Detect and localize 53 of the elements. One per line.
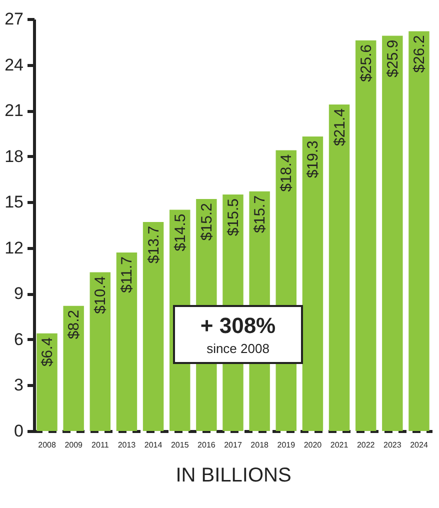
y-tick-label: 9	[14, 284, 24, 304]
data-label: $15.5	[225, 198, 242, 236]
data-label: $21.4	[331, 108, 348, 146]
x-tick-label: 2021	[330, 440, 349, 450]
y-tick-label: 21	[4, 101, 24, 120]
data-label: $10.4	[92, 276, 110, 314]
data-label: $6.4	[39, 337, 56, 367]
data-label: $18.4	[278, 154, 296, 192]
y-tick-label: 24	[4, 55, 24, 74]
x-tick-label: 2016	[198, 440, 216, 450]
x-tick-label: 2008	[38, 440, 56, 450]
y-tick-label: 3	[14, 376, 24, 395]
data-label: $13.7	[145, 226, 162, 264]
bar	[36, 333, 58, 431]
bar	[355, 40, 376, 431]
x-tick-label: 2017	[224, 440, 242, 450]
data-label: $15.2	[198, 203, 216, 241]
x-tick-label: 2020	[304, 440, 322, 450]
bar	[302, 136, 324, 431]
x-tick-label: 2018	[250, 440, 270, 450]
x-tick-label: 2013	[118, 440, 136, 450]
x-tick-label: 2011	[92, 440, 110, 450]
y-tick-label: 15	[4, 192, 24, 212]
data-label: $15.7	[252, 195, 269, 233]
y-tick-label: 0	[14, 422, 24, 440]
y-tick-label: 12	[4, 238, 24, 258]
bar	[90, 272, 111, 431]
data-label: $8.2	[66, 310, 83, 340]
x-tick-label: 2022	[356, 440, 376, 450]
data-label: $25.9	[384, 40, 402, 78]
bar	[116, 252, 138, 431]
bar	[382, 36, 403, 431]
x-tick-label: 2023	[384, 440, 402, 450]
bar	[408, 31, 430, 431]
x-tick-label: 2024	[410, 440, 428, 450]
data-label: $25.6	[358, 44, 375, 82]
x-tick-label: 2015	[170, 440, 190, 450]
x-tick-label: 2009	[64, 440, 84, 450]
y-tick-label: 6	[14, 330, 24, 349]
annotation: + 308%	[200, 313, 276, 338]
data-label: $11.7	[118, 256, 136, 293]
data-label: $19.3	[304, 140, 322, 178]
y-tick-label: 27	[4, 10, 24, 28]
bar	[328, 104, 350, 431]
y-tick-label: 18	[4, 146, 24, 166]
x-axis-title: IN BILLIONS	[176, 464, 292, 486]
annotation: since 2008	[206, 341, 270, 356]
x-tick-label: 2014	[144, 440, 163, 450]
x-tick-label: 2019	[277, 440, 296, 450]
bar	[142, 222, 164, 431]
bar	[63, 306, 84, 431]
data-label: $14.5	[172, 214, 189, 252]
data-label: $26.2	[410, 35, 428, 73]
